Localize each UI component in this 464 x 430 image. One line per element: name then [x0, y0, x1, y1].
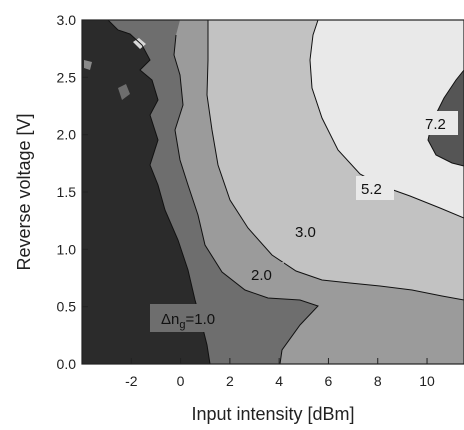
- contour-label-box: [356, 176, 394, 200]
- contour-band-5-7: [310, 20, 464, 218]
- contour-fill-layer: [82, 20, 464, 364]
- contour-label-box: [420, 111, 458, 135]
- contour-label-group: Δng=1.0 2.0 3.0 5.2 7.2: [150, 111, 458, 332]
- x-tick-label: 4: [275, 373, 283, 389]
- x-tick-label: 0: [177, 373, 185, 389]
- y-tick-label: 0.0: [57, 356, 77, 372]
- contour-label-3: 3.0: [295, 224, 316, 241]
- contour-label-5: 7.2: [425, 116, 446, 133]
- contour-label-box: [246, 262, 284, 286]
- y-tick-label: 1.0: [57, 241, 77, 257]
- contour-label-box: [290, 219, 328, 243]
- contour-label-1: Δng=1.0: [161, 311, 215, 331]
- contour-speckle: [118, 84, 130, 100]
- contour-label-4: 5.2: [361, 181, 382, 198]
- contour-speckle: [84, 60, 92, 70]
- y-axis: 0.0 0.5 1.0 1.5 2.0 2.5 3.0: [57, 12, 88, 372]
- x-tick-label: 10: [419, 373, 435, 389]
- contour-line-5: [309, 20, 464, 219]
- x-axis: -2 0 2 4 6 8 10: [125, 358, 435, 389]
- contour-line-1: [107, 20, 211, 364]
- x-tick-label: 6: [325, 373, 333, 389]
- y-axis-title: Reverse voltage [V]: [14, 113, 34, 270]
- x-tick-label: 2: [226, 373, 234, 389]
- contour-line-3: [206, 20, 464, 301]
- contour-lines: [107, 20, 464, 364]
- contour-label-2: 2.0: [251, 267, 272, 284]
- y-tick-label: 3.0: [57, 12, 77, 28]
- x-tick-label: -2: [125, 373, 138, 389]
- x-tick-label: 8: [374, 373, 382, 389]
- y-tick-label: 2.5: [57, 69, 77, 85]
- contour-line-2: [173, 34, 319, 364]
- y-tick-label: 0.5: [57, 299, 77, 315]
- y-tick-label: 1.5: [57, 184, 77, 200]
- y-tick-label: 2.0: [57, 127, 77, 143]
- contour-band-0-1: [82, 20, 210, 364]
- x-axis-title: Input intensity [dBm]: [191, 404, 354, 424]
- contour-label-box: [150, 304, 228, 332]
